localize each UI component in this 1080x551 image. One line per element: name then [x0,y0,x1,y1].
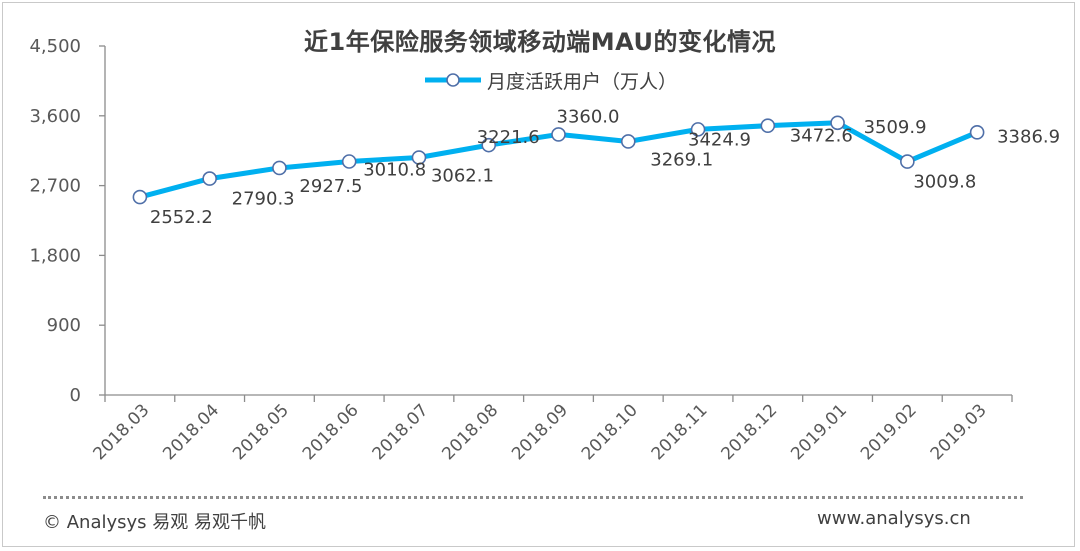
x-tick-label: 2018.07 [369,400,433,464]
data-label: 3509.9 [864,117,927,138]
data-point [551,127,566,142]
data-point [341,154,357,169]
data-label: 3221.6 [477,127,540,148]
footer-website: www.analysys.cn [817,508,971,529]
data-label: 3386.9 [997,126,1060,147]
x-tick-label: 2018.12 [717,400,781,464]
data-point [620,134,636,149]
legend-label: 月度活跃用户（万人） [487,70,678,93]
data-point [690,122,706,137]
data-label: 2927.5 [299,176,362,197]
y-tick-label: 2,700 [29,176,81,197]
data-point [900,154,915,169]
data-point [202,171,217,186]
data-label: 2552.2 [150,207,213,228]
data-label: 3009.8 [913,172,976,193]
x-tick-label: 2018.10 [578,400,642,464]
data-point [411,150,427,165]
data-label: 3010.8 [363,159,426,180]
data-point [830,115,845,131]
x-tick-label: 2019.03 [927,400,991,464]
x-tick-label: 2018.03 [90,400,154,464]
x-tick-label: 2018.06 [299,400,363,464]
data-label: 3062.1 [431,166,494,187]
data-point [272,160,287,176]
data-point [760,118,776,133]
legend-marker-icon [425,73,481,87]
y-tick-label: 0 [70,385,81,406]
y-tick-label: 900 [47,315,81,336]
data-label: 3269.1 [650,149,713,170]
data-point [132,189,148,205]
data-label: 3472.6 [790,126,853,147]
y-tick-label: 3,600 [29,106,81,127]
footer-divider [43,496,1023,499]
x-tick-label: 2018.04 [159,400,223,464]
data-label: 3424.9 [688,129,751,150]
data-label: 2790.3 [232,189,295,210]
y-tick-label: 1,800 [29,245,81,266]
x-tick-label: 2019.01 [787,400,851,464]
data-label: 3360.0 [557,106,620,127]
data-point [481,137,497,153]
y-tick-label: 4,500 [29,36,81,57]
x-tick-label: 2018.05 [229,400,293,464]
legend: 月度活跃用户（万人） [425,66,677,94]
x-tick-label: 2018.08 [438,400,502,464]
x-tick-label: 2019.02 [857,400,921,464]
data-point [969,125,985,140]
footer-copyright: © Analysys 易观 易观千帆 [43,512,266,533]
x-tick-label: 2018.09 [508,400,572,464]
x-tick-label: 2018.11 [648,400,712,464]
chart-title: 近1年保险服务领域移动端MAU的变化情况 [304,28,776,56]
